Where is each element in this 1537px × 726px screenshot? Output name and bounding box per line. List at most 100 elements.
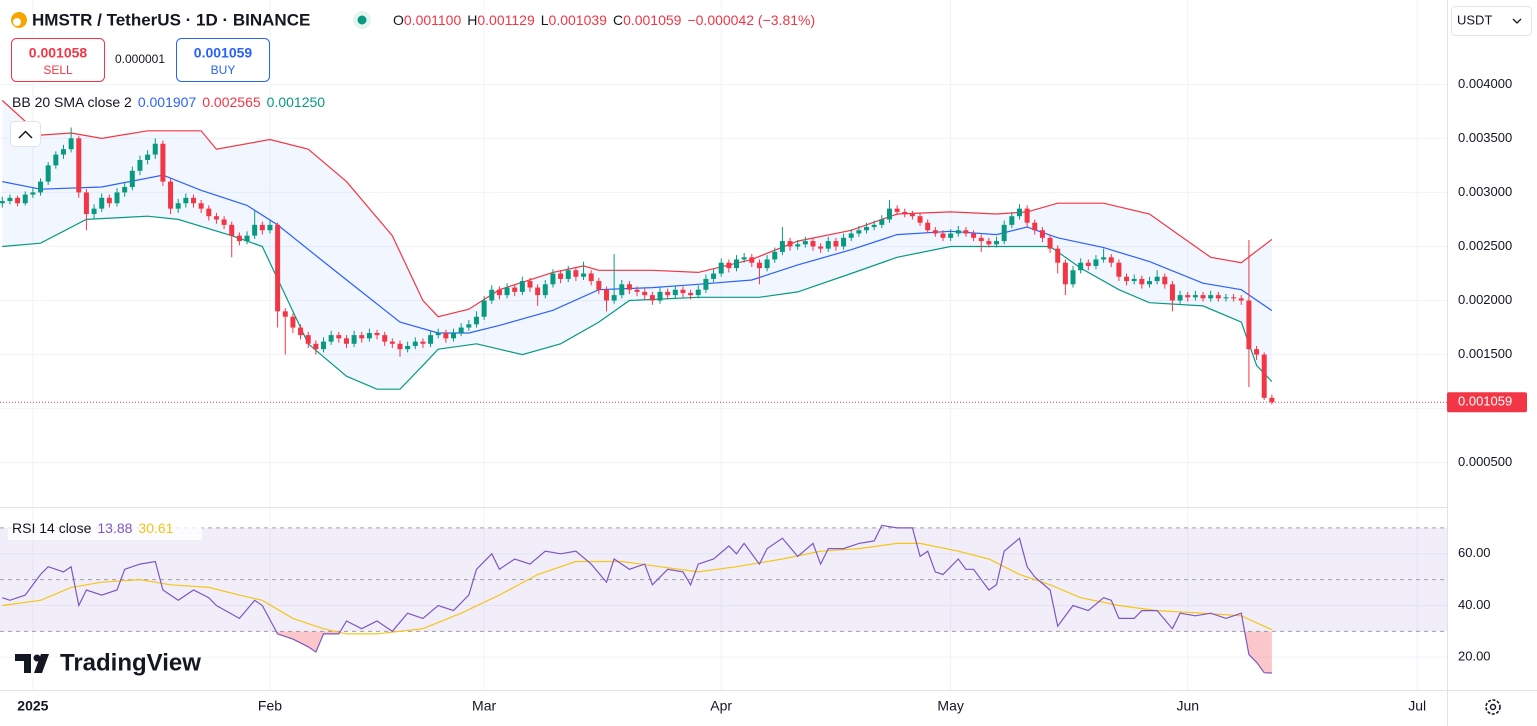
candle-body: [856, 230, 862, 234]
candle-body: [175, 203, 181, 209]
candle-body: [940, 233, 946, 238]
candle-body: [749, 257, 755, 263]
candle-body: [764, 259, 770, 269]
candle-body: [833, 241, 839, 247]
x-tick-label: Apr: [710, 698, 732, 714]
symbol-title: HMSTR / TetherUS · 1D · BINANCE: [32, 10, 310, 29]
candle-body: [672, 289, 678, 296]
band-line: [2, 174, 1273, 334]
candle-body: [841, 237, 847, 247]
candle-body: [718, 262, 724, 274]
buy-button[interactable]: [176, 38, 270, 82]
candle-body: [573, 270, 579, 277]
candle-body: [756, 262, 762, 269]
currency: USDT: [1457, 12, 1492, 27]
last-price-badge: [1447, 392, 1527, 413]
candle-body: [665, 291, 671, 296]
bb-legend-title: BB 20 SMA close 2: [12, 94, 132, 110]
candle-body: [30, 192, 36, 195]
candle-body: [1185, 295, 1191, 298]
candle-body: [0, 201, 5, 204]
candle-body: [986, 241, 992, 245]
candle-body: [902, 211, 908, 215]
candle-body: [1032, 222, 1038, 231]
candle-body: [15, 197, 21, 204]
candle-body: [229, 224, 235, 236]
candle-body: [1001, 224, 1007, 242]
candle-body: [1116, 262, 1122, 277]
candle-body: [626, 284, 632, 290]
logo-icon-dot: [33, 654, 41, 662]
candle-body: [60, 149, 66, 155]
candle-body: [259, 224, 265, 231]
candle-body: [864, 227, 870, 231]
candle-body: [611, 295, 617, 301]
candle-body: [122, 187, 128, 193]
candle-body: [458, 327, 464, 333]
candle-body: [1078, 262, 1084, 271]
candle-body: [496, 289, 502, 296]
spread: 0.000001: [115, 52, 165, 66]
candle-body: [871, 224, 877, 228]
y-tick-label: 0.002500: [1458, 238, 1512, 253]
y-tick-label: 0.004000: [1458, 76, 1512, 91]
candle-body: [894, 208, 900, 212]
candle-body: [642, 291, 648, 296]
candle-body: [1024, 208, 1030, 223]
candle-body: [695, 289, 701, 296]
y-tick-label: 20.00: [1458, 649, 1491, 664]
settings-button[interactable]: [1485, 699, 1501, 715]
candle-body: [550, 273, 556, 285]
candle-body: [489, 289, 495, 301]
candle-body: [405, 345, 411, 350]
candle-body: [389, 341, 395, 344]
x-tick-label: Jun: [1176, 698, 1199, 714]
candle-body: [267, 224, 273, 231]
band-line: [1, 100, 1273, 318]
y-tick-label: 0.003500: [1458, 130, 1512, 145]
candle-body: [994, 241, 1000, 245]
candle-body: [1192, 295, 1198, 298]
candle-body: [451, 332, 457, 339]
candle-body: [948, 233, 954, 238]
candle-body: [779, 241, 785, 252]
logo-icon-slash: [34, 654, 49, 673]
candle-body: [114, 192, 120, 204]
candle-body: [1055, 248, 1061, 263]
collapse-button[interactable]: [10, 121, 41, 147]
candle-body: [183, 197, 189, 204]
currency-selector[interactable]: [1451, 6, 1532, 36]
candle-body: [581, 273, 587, 277]
candle-body: [76, 138, 82, 193]
candle-body: [22, 194, 28, 204]
candle-body: [1261, 354, 1267, 398]
candle-body: [412, 341, 418, 346]
candle-body: [1039, 230, 1045, 238]
candle-body: [7, 197, 13, 202]
sell-price: 0.001058: [29, 45, 88, 61]
candle-body: [1101, 257, 1107, 260]
symbol-icon-inner: [13, 18, 21, 26]
candle-body: [83, 192, 89, 215]
candle-body: [221, 219, 227, 225]
x-tick-label: Mar: [472, 698, 496, 714]
candle-body: [366, 332, 372, 339]
candle-body: [649, 295, 655, 301]
candle-body: [825, 241, 831, 249]
candle-body: [481, 300, 487, 317]
candle-body: [680, 289, 686, 293]
candle-body: [53, 154, 59, 166]
sell-button[interactable]: [11, 38, 105, 82]
candle-body: [213, 216, 219, 220]
candle-body: [818, 246, 824, 249]
candle-body: [290, 316, 296, 328]
candle-body: [343, 338, 349, 344]
candle-body: [244, 235, 250, 242]
candle-body: [1200, 295, 1206, 299]
candle-body: [168, 181, 174, 209]
candle-body: [1009, 216, 1015, 225]
candle-body: [726, 262, 732, 269]
candle-body: [634, 289, 640, 292]
candle-body: [428, 335, 434, 344]
